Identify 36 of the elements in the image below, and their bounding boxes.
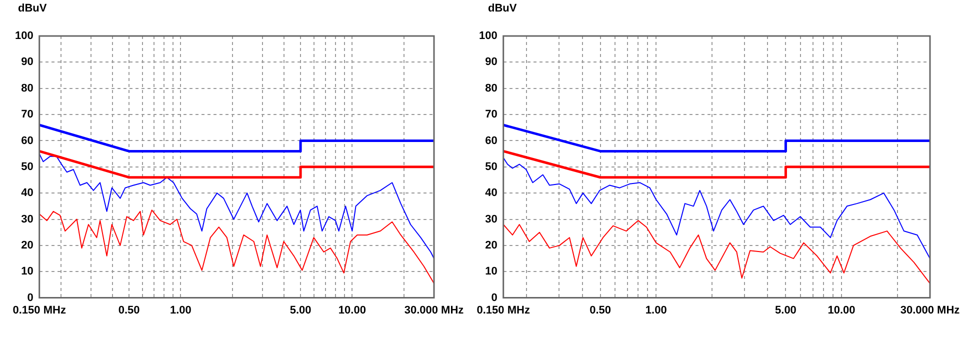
y-tick-label: 60 (21, 134, 34, 147)
y-tick-label: 60 (485, 134, 498, 147)
x-tick-label: 10.00 (828, 304, 856, 316)
x-tick-label: 1.00 (645, 304, 667, 316)
y-axis-title: dBuV (18, 2, 48, 15)
y-tick-label: 40 (485, 187, 498, 200)
y-tick-label: 100 (478, 30, 498, 42)
y-tick-label: 80 (21, 82, 34, 94)
x-tick-label: 5.00 (775, 304, 796, 316)
y-tick-label: 30 (485, 213, 498, 226)
x-tick-label: 0.150 MHz (476, 304, 530, 316)
y-tick-label: 100 (14, 30, 34, 42)
y-tick-label: 0 (491, 292, 498, 304)
x-tick-label: 5.00 (290, 304, 312, 316)
y-tick-label: 0 (27, 292, 34, 304)
y-tick-label: 70 (485, 108, 498, 121)
x-tick-label: 0.50 (118, 304, 140, 316)
y-tick-label: 10 (485, 266, 498, 278)
x-tick-label: 1.00 (170, 304, 192, 316)
y-tick-label: 80 (485, 82, 498, 94)
y-tick-label: 90 (21, 56, 34, 68)
x-tick-label: 30.000 MHz (404, 304, 464, 316)
y-tick-label: 50 (485, 160, 498, 173)
y-tick-label: 10 (21, 266, 34, 278)
y-tick-label: 30 (21, 213, 34, 226)
y-tick-label: 20 (21, 239, 34, 252)
y-tick-label: 70 (21, 108, 34, 121)
y-tick-label: 20 (485, 239, 498, 252)
x-tick-label: 10.00 (338, 304, 366, 316)
x-tick-label: 0.150 MHz (12, 304, 66, 316)
y-tick-label: 50 (21, 160, 34, 173)
x-tick-label: 30.000 MHz (900, 304, 960, 316)
y-axis-title: dBuV (488, 2, 518, 15)
y-tick-label: 40 (21, 187, 34, 200)
y-tick-label: 90 (485, 56, 498, 68)
x-tick-label: 0.50 (590, 304, 612, 316)
